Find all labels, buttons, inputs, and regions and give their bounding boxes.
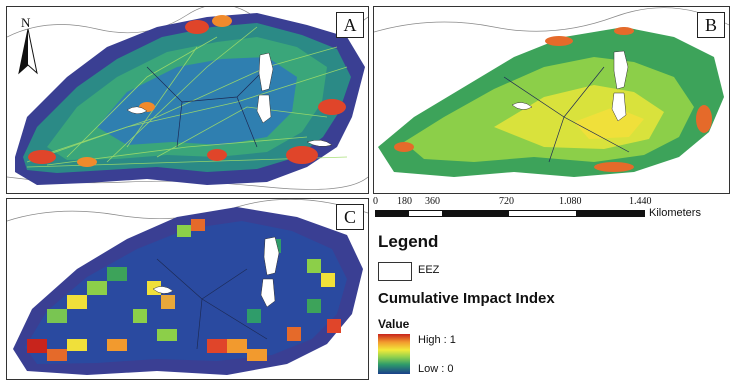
scale-tick-1440: 1.440: [629, 196, 652, 207]
panel-label-b: B: [697, 12, 725, 38]
impact-index-title: Cumulative Impact Index: [378, 290, 555, 307]
scale-unit-label: Kilometers: [649, 207, 701, 219]
value-label: Value: [378, 317, 410, 331]
scale-tick-180: 180: [397, 196, 412, 207]
impact-map-b: [374, 7, 729, 193]
eez-swatch: [378, 262, 412, 281]
map-panel-a: N A: [6, 6, 369, 194]
panel-label-c: C: [336, 204, 364, 230]
map-panel-c: C: [6, 198, 369, 380]
impact-map-c: [7, 199, 368, 379]
high-label: High : 1: [418, 334, 456, 346]
scale-tick-720: 720: [499, 196, 514, 207]
legend: Legend EEZ Cumulative Impact Index Value…: [378, 232, 728, 382]
eez-label: EEZ: [418, 264, 440, 276]
scale-bar-graphic: [375, 210, 645, 217]
legend-title: Legend: [378, 232, 439, 251]
scale-tick-1080: 1.080: [559, 196, 582, 207]
scale-tick-360: 360: [425, 196, 440, 207]
north-arrow-icon: [18, 29, 38, 75]
panel-label-a: A: [336, 12, 364, 38]
map-panel-b: B: [373, 6, 730, 194]
low-label: Low : 0: [418, 363, 454, 375]
north-label: N: [21, 15, 31, 30]
impact-map-a: [7, 7, 368, 193]
scale-bar: 0 180 360 720 1.080 1.440 Kilometers: [373, 196, 729, 226]
color-ramp: [378, 334, 410, 374]
north-arrow: N: [17, 15, 39, 75]
scale-tick-0: 0: [373, 196, 378, 207]
